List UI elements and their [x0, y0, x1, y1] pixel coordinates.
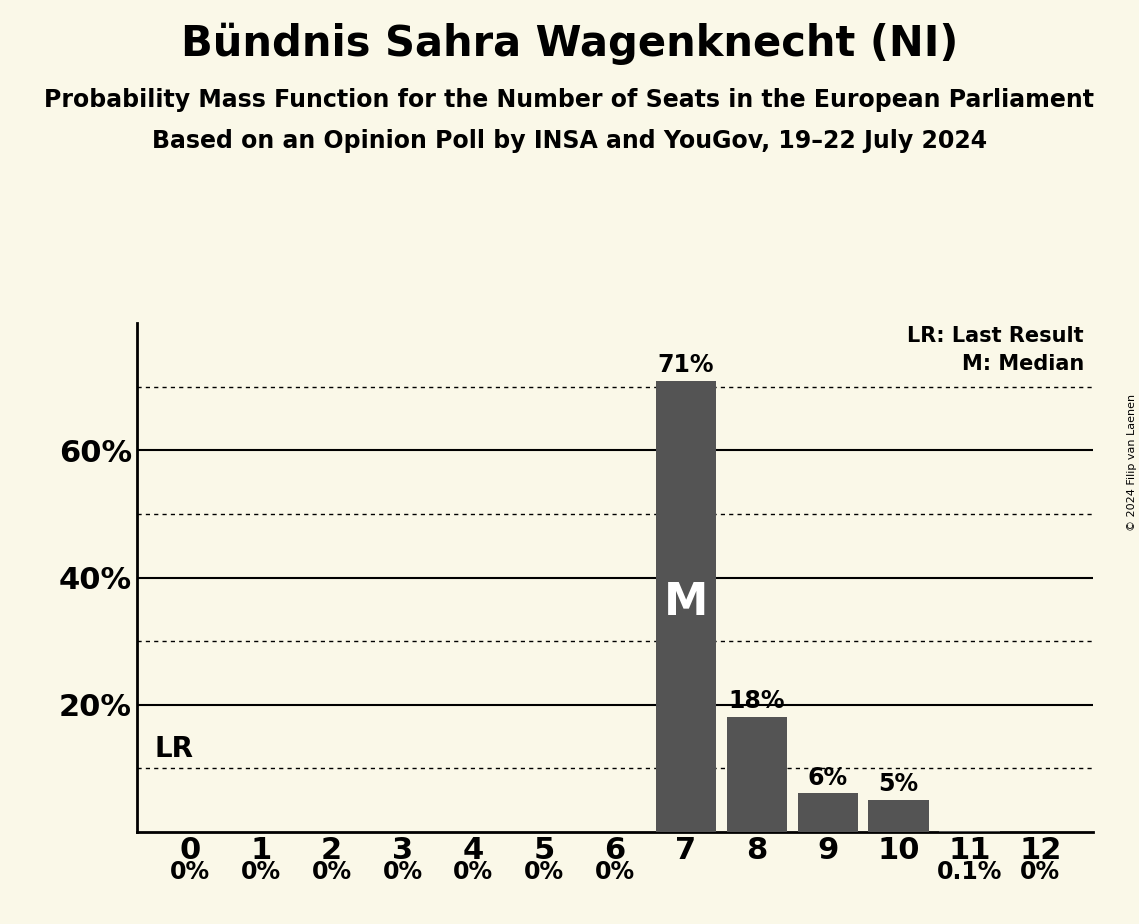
Bar: [656, 381, 716, 832]
Text: 0%: 0%: [1021, 859, 1060, 883]
Text: Bündnis Sahra Wagenknecht (NI): Bündnis Sahra Wagenknecht (NI): [181, 23, 958, 66]
Text: M: Median: M: Median: [961, 354, 1084, 374]
Text: 71%: 71%: [657, 353, 714, 377]
Text: Probability Mass Function for the Number of Seats in the European Parliament: Probability Mass Function for the Number…: [44, 88, 1095, 112]
Text: 0%: 0%: [524, 859, 564, 883]
Text: Based on an Opinion Poll by INSA and YouGov, 19–22 July 2024: Based on an Opinion Poll by INSA and You…: [151, 129, 988, 153]
Text: 0%: 0%: [453, 859, 493, 883]
Text: M: M: [664, 581, 708, 625]
Bar: [727, 717, 787, 832]
Text: LR: Last Result: LR: Last Result: [908, 326, 1084, 346]
Text: 5%: 5%: [878, 772, 919, 796]
Text: 0.1%: 0.1%: [936, 859, 1002, 883]
Bar: [797, 794, 858, 832]
Text: 0%: 0%: [170, 859, 210, 883]
Text: 0%: 0%: [240, 859, 281, 883]
Text: 18%: 18%: [729, 689, 785, 713]
Text: 0%: 0%: [383, 859, 423, 883]
Text: 0%: 0%: [595, 859, 636, 883]
Text: 6%: 6%: [808, 766, 847, 790]
Bar: [868, 800, 928, 832]
Text: LR: LR: [155, 735, 194, 763]
Text: 0%: 0%: [311, 859, 352, 883]
Text: © 2024 Filip van Laenen: © 2024 Filip van Laenen: [1126, 394, 1137, 530]
